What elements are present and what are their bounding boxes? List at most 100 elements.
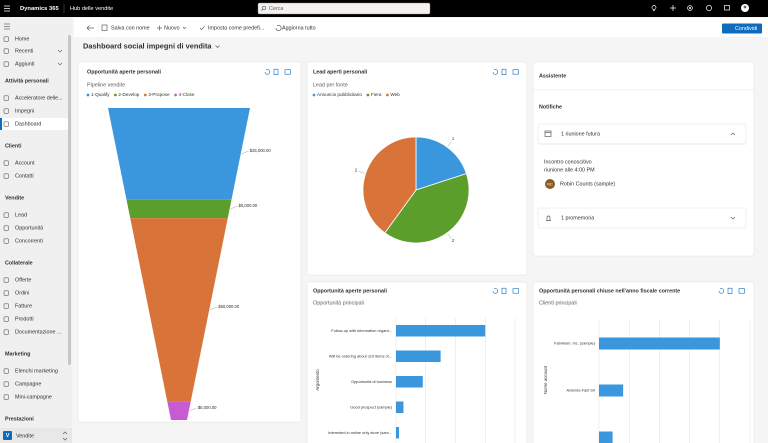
dashboard-title[interactable]: Dashboard social impegni di vendita [83, 41, 212, 50]
nav-item[interactable]: Acceleratore delle... [15, 95, 63, 101]
funnel-segment[interactable] [167, 401, 191, 420]
hub-name[interactable]: Hub delle vendite [70, 6, 113, 12]
bar[interactable] [396, 376, 423, 388]
search-placeholder[interactable]: Cerca [269, 6, 283, 12]
assistant-title: Assistente [539, 73, 566, 79]
refresh-all-button[interactable]: Aggiorna tutto [282, 25, 316, 31]
bar[interactable] [396, 427, 399, 439]
back-button[interactable] [86, 25, 94, 31]
bar[interactable] [396, 325, 486, 337]
chart-title: Opportunità personali chiuse nell'anno f… [539, 288, 680, 294]
legend-label[interactable]: 2-Develop [118, 92, 139, 97]
reminder-card[interactable] [537, 207, 747, 229]
meeting-title[interactable]: Incontro conoscitivo [544, 159, 592, 165]
bar[interactable] [599, 384, 624, 397]
legend-label[interactable]: 1-Qualify [91, 92, 110, 97]
bar[interactable] [396, 401, 404, 413]
nav-item[interactable]: Contatti [15, 173, 34, 179]
nav-item[interactable]: Recenti [15, 48, 33, 54]
nav-icon [3, 316, 9, 322]
expand-icon[interactable] [730, 216, 736, 220]
nav-item[interactable]: Fatture [15, 303, 32, 309]
nav-item[interactable]: Offerte [15, 277, 31, 283]
area-switcher[interactable] [0, 428, 72, 443]
nav-item[interactable]: Home [15, 36, 29, 42]
expand-chart-icon[interactable] [284, 69, 291, 75]
nav-item[interactable]: Aggiunti [15, 61, 34, 67]
nav-item[interactable]: Lead [15, 212, 27, 218]
data-label: $5,000.00 [198, 405, 217, 410]
nav-item[interactable]: Documentazione ... [15, 329, 61, 335]
nav-item[interactable]: Mini-campagne [15, 394, 52, 400]
reminder-card-title[interactable]: 1 promemoria [561, 215, 594, 221]
settings-icon[interactable] [687, 5, 693, 11]
nav-icon [3, 36, 9, 42]
nav-icon [3, 121, 9, 127]
feedback-icon[interactable] [724, 5, 730, 11]
view-records-icon[interactable] [727, 287, 733, 295]
funnel-segment[interactable] [108, 108, 250, 200]
refresh-icon[interactable] [718, 288, 725, 294]
help-icon[interactable] [706, 5, 712, 11]
search-box[interactable] [257, 2, 431, 15]
app-launcher[interactable] [4, 5, 10, 12]
legend-label[interactable]: Annuncio pubblicitario [317, 92, 362, 97]
nav-item[interactable]: Ordini [15, 290, 29, 296]
view-records-icon[interactable] [501, 287, 507, 295]
bar[interactable] [599, 337, 720, 350]
bar[interactable] [396, 350, 441, 362]
nav-icon [3, 108, 9, 114]
axis-title: Argomento [315, 369, 320, 391]
contact-name[interactable]: Robin Counts (sample) [560, 181, 615, 187]
refresh-icon[interactable] [492, 288, 499, 294]
pie-slice[interactable] [415, 136, 467, 191]
leader-line [210, 306, 218, 311]
funnel-segment[interactable] [130, 218, 228, 402]
nav-expand[interactable] [57, 49, 63, 53]
command-bar [74, 18, 768, 37]
refresh-icon[interactable] [492, 69, 499, 75]
meeting-card-title[interactable]: 1 riunione futura [561, 131, 600, 137]
meeting-time: riunione alle 4:00 PM [544, 167, 595, 173]
area-name[interactable]: Vendite [16, 433, 34, 439]
expand-chart-icon[interactable] [738, 288, 745, 294]
legend-label[interactable]: Web [390, 92, 400, 97]
share-button[interactable] [722, 23, 762, 34]
nav-item[interactable]: Account [15, 160, 35, 166]
nav-icon [3, 277, 9, 283]
funnel-segment[interactable] [126, 199, 232, 219]
nav-item[interactable]: Concorrenti [15, 238, 43, 244]
nav-selected-marker [0, 118, 2, 130]
area-badge[interactable]: V [6, 433, 10, 439]
bar[interactable] [599, 431, 613, 443]
nav-item[interactable]: Impegni [15, 108, 34, 114]
nav-item[interactable]: Opportunità [15, 225, 43, 231]
view-records-icon[interactable] [273, 68, 279, 75]
dashboard-selector[interactable] [215, 45, 220, 48]
idea-icon[interactable] [651, 5, 657, 11]
pie-slice[interactable] [362, 136, 417, 234]
legend-swatch [86, 93, 90, 97]
add-icon[interactable] [670, 5, 676, 11]
legend-label[interactable]: 4-Close [179, 92, 195, 97]
legend-label[interactable]: 3-Propose [148, 92, 170, 97]
nav-toggle[interactable] [4, 23, 10, 30]
nav-scrollbar[interactable] [68, 35, 71, 365]
new-button[interactable]: Nuovo [164, 25, 180, 31]
set-default-button[interactable]: Imposta come predefi... [208, 25, 264, 31]
view-records-icon[interactable] [501, 68, 507, 75]
share-label[interactable]: Condividi [735, 26, 757, 32]
nav-expand[interactable] [57, 62, 63, 66]
collapse-icon[interactable] [730, 132, 736, 136]
nav-item[interactable]: Prodotti [15, 316, 34, 322]
pie-slice[interactable] [384, 173, 470, 244]
expand-chart-icon[interactable] [512, 288, 519, 294]
nav-item[interactable]: Elenchi marketing [15, 368, 58, 374]
legend-label[interactable]: Fiera [371, 92, 382, 97]
refresh-icon[interactable] [264, 69, 271, 75]
nav-item[interactable]: Campagne [15, 381, 41, 387]
nav-item[interactable]: Dashboard [15, 121, 41, 127]
expand-chart-icon[interactable] [512, 69, 519, 75]
save-as-button[interactable]: Salva con nome [111, 25, 150, 31]
app-name[interactable]: Dynamics 365 [20, 6, 59, 12]
